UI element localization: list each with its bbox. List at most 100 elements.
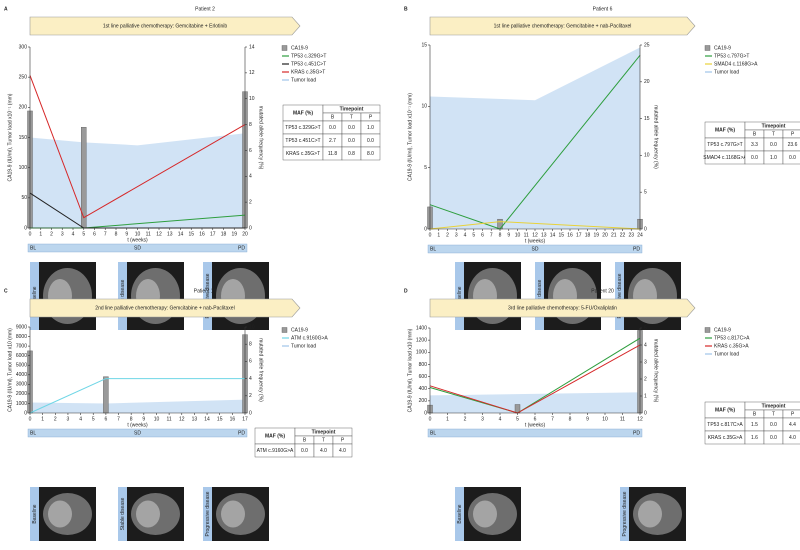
- timeline-label: BL: [430, 246, 436, 252]
- y-tick-label: 250: [19, 74, 28, 80]
- x-tick-label: 1: [39, 231, 42, 237]
- ct-label: Progressive disease: [617, 273, 623, 318]
- legend-label: ATM c.9160G>A: [291, 335, 328, 341]
- y-tick-label: 200: [19, 105, 28, 111]
- x-tick-label: 0: [29, 231, 32, 237]
- table-text: 1.6: [751, 435, 758, 441]
- x-tick-label: 6: [481, 232, 484, 238]
- x-axis-label: t (weeks): [127, 237, 148, 243]
- table-text: 0.0: [301, 448, 308, 454]
- table-text: 0.8: [348, 151, 355, 157]
- y-tick-label: 5000: [16, 363, 27, 369]
- x-tick-label: 4: [464, 232, 467, 238]
- x-tick-label: 11: [146, 231, 151, 237]
- x-tick-label: 15: [217, 416, 223, 422]
- x-tick-label: 9: [586, 416, 589, 422]
- table-cell: [782, 430, 800, 445]
- table-text: T: [772, 411, 775, 417]
- legend-label: Tumor load: [714, 69, 739, 75]
- y-tick-label: 150: [19, 135, 28, 141]
- table-text: TP53 c.329G>T: [285, 125, 320, 131]
- ct-organ: [638, 500, 662, 528]
- therapy-banner: [29, 16, 301, 36]
- y-tick-label: 7000: [16, 343, 27, 349]
- panel-label: D: [404, 288, 408, 294]
- y-tick-label: 800: [419, 362, 428, 368]
- timeline-label: PD: [633, 430, 640, 436]
- ct-label: Stable disease: [120, 497, 126, 530]
- panel-label: A: [4, 6, 8, 12]
- timeline-label: PD: [633, 246, 640, 252]
- y-tick-label: 1000: [416, 350, 427, 356]
- table-text: KRAS c.35G>A: [708, 435, 743, 441]
- y2-axis-label: mutated allele frequency (%): [653, 339, 659, 403]
- panel: B 1st line palliative chemotherapy: Gemci…: [404, 6, 800, 330]
- x-tick-label: 19: [593, 232, 599, 238]
- x-tick-label: 14: [178, 231, 184, 237]
- y-tick-label: 15: [421, 42, 427, 48]
- legend-label: KRAS c.35G>A: [714, 343, 749, 349]
- y-tick-label: 1000: [16, 401, 27, 407]
- table-text: TP53 c.451C>T: [285, 138, 320, 144]
- legend-label: Tumor load: [714, 351, 739, 357]
- table-text: 0.0: [770, 142, 777, 148]
- legend-label: TP53 c.817C>A: [714, 335, 750, 341]
- ct-label: Baseline: [457, 504, 463, 523]
- y2-tick-label: 6: [249, 148, 252, 154]
- x-tick-label: 8: [115, 231, 118, 237]
- y2-tick-label: 10: [249, 324, 255, 330]
- x-axis-label: t (weeks): [525, 422, 546, 428]
- y-tick-label: 1200: [416, 337, 427, 343]
- x-tick-label: 17: [242, 416, 248, 422]
- y2-tick-label: 25: [644, 42, 650, 48]
- x-tick-label: 16: [567, 232, 573, 238]
- ct-label-strip: [203, 262, 212, 330]
- x-tick-label: 10: [135, 231, 141, 237]
- x-tick-label: 23: [628, 232, 634, 238]
- x-tick-label: 12: [532, 232, 538, 238]
- y-tick-label: 0: [24, 225, 27, 231]
- y2-tick-label: 8: [249, 342, 252, 348]
- ct-label-strip: [455, 262, 464, 330]
- x-tick-label: 4: [79, 416, 82, 422]
- therapy-label: 2nd line palliative chemotherapy: Gemcit…: [95, 305, 234, 311]
- x-tick-label: 14: [550, 232, 556, 238]
- x-tick-label: 14: [204, 416, 210, 422]
- x-tick-label: 15: [558, 232, 564, 238]
- table-text: T: [772, 131, 775, 137]
- x-tick-label: 12: [156, 231, 162, 237]
- y2-tick-label: 4: [249, 376, 252, 382]
- table-text: 3.3: [751, 142, 758, 148]
- x-tick-label: 11: [167, 416, 172, 422]
- mutation-line: [429, 221, 641, 230]
- bar: [103, 376, 109, 414]
- table-text: 0.0: [770, 435, 777, 441]
- table-text: TP53 c.817C>A: [707, 422, 743, 428]
- y-tick-label: 8000: [16, 334, 27, 340]
- therapy-banner: [429, 16, 696, 36]
- x-tick-label: 22: [620, 232, 626, 238]
- table-text: B: [753, 131, 757, 137]
- x-tick-label: 1: [41, 416, 44, 422]
- y-tick-label: 600: [419, 374, 428, 380]
- ct-organ: [473, 500, 497, 528]
- y2-tick-label: 10: [644, 153, 650, 159]
- legend-label: Tumor load: [291, 343, 316, 349]
- table-text: 1.5: [751, 422, 758, 428]
- x-tick-label: 12: [637, 416, 643, 422]
- y-axis-label: CA19-9 (IU/ml), Tumor load x10⁻¹ (mm): [407, 93, 413, 181]
- table-text: Timepoint: [762, 123, 786, 129]
- table-text: Timepoint: [340, 106, 364, 112]
- timeline-label: PD: [238, 245, 245, 251]
- x-tick-label: 3: [61, 231, 64, 237]
- ct-label-strip: [615, 262, 624, 330]
- x-tick-label: 5: [516, 416, 519, 422]
- table-text: Timepoint: [762, 403, 786, 409]
- y-tick-label: 0: [24, 410, 27, 416]
- ct-label-strip: [203, 487, 212, 541]
- x-tick-label: 6: [104, 416, 107, 422]
- x-tick-label: 0: [29, 416, 32, 422]
- legend-label: TP53 c.797G>T: [714, 53, 749, 59]
- table-text: 0.0: [367, 138, 374, 144]
- legend-label: CA19-9: [291, 327, 308, 333]
